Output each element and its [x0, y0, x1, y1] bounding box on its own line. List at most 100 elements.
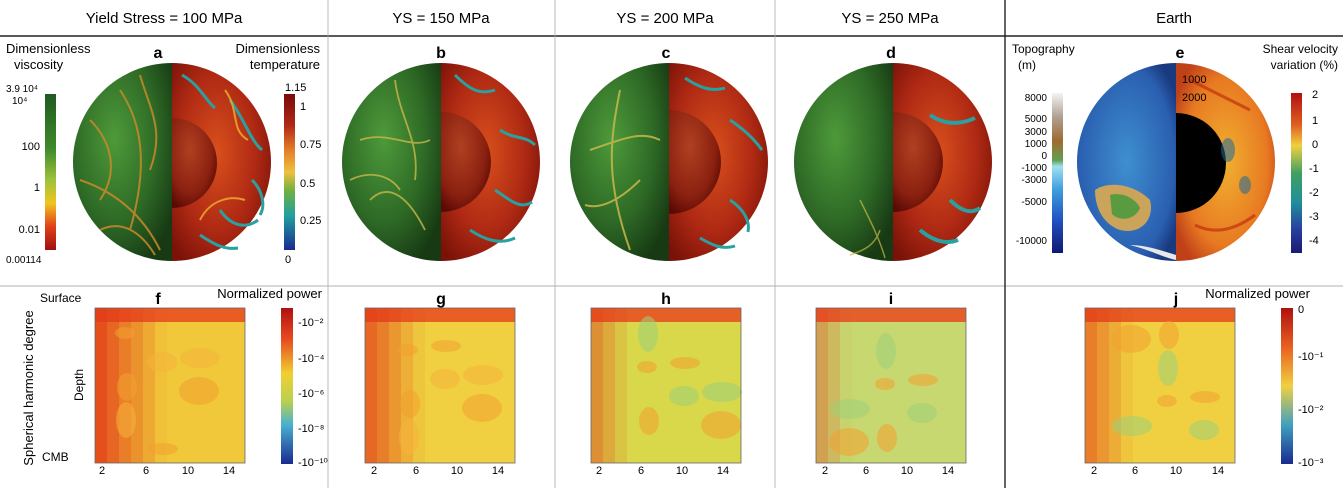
sphere-c [570, 63, 768, 261]
viscosity-title-2: viscosity [14, 57, 64, 72]
topo-tick-3: 3000 [1025, 127, 1048, 138]
temperature-colorbar [284, 94, 295, 250]
shear-tick-4: -1 [1309, 163, 1319, 175]
spectrum-contour-blob [639, 407, 659, 435]
power-colorbar-earth [1281, 308, 1293, 464]
spectrum-contour-blob [1112, 416, 1152, 436]
sphere-b [342, 63, 540, 261]
spectrum-panel-f [94, 307, 246, 464]
topo-tick-1: 8000 [1025, 93, 1048, 104]
spectrum-contour-blob [637, 361, 657, 373]
visc-tick-6: 0.00114 [6, 255, 42, 266]
shear-title-2: variation (%) [1271, 58, 1338, 72]
topography-title-1: Topography [1012, 42, 1075, 56]
spectrum-low-degree-column [389, 308, 401, 463]
spectrum-contour-blob [147, 352, 177, 372]
temp-tick-4: 0.5 [300, 178, 315, 190]
power-tick-5: -10⁻¹⁰ [298, 457, 328, 469]
spectrum-contour-blob [179, 377, 219, 405]
header-ys150: YS = 150 MPa [392, 10, 490, 27]
spectrum-low-degree-column [365, 308, 377, 463]
xtick-j-4: 14 [1212, 465, 1224, 477]
spectrum-surface-band [95, 308, 245, 322]
spectrum-low-degree-column [107, 308, 119, 463]
shear-tick-5: -2 [1309, 187, 1319, 199]
temp-tick-6: 0 [285, 254, 291, 266]
power-title-earth: Normalized power [1205, 286, 1310, 301]
spectrum-contour-blob [829, 428, 869, 456]
xtick-h-1: 2 [596, 465, 602, 477]
visc-tick-3: 100 [22, 141, 40, 153]
panel-letter-i: i [889, 291, 893, 308]
spectrum-low-degree-column [816, 308, 828, 463]
xtick-i-2: 6 [863, 465, 869, 477]
spectrum-contour-blob [462, 394, 502, 422]
spectrum-contour-blob [431, 340, 461, 352]
spectrum-contour-blob [877, 424, 897, 452]
shear-tick-1: 2 [1312, 89, 1318, 101]
spectrum-contour-blob [1190, 391, 1220, 403]
power-tick-3: -10⁻⁶ [298, 388, 324, 400]
header-ys100: Yield Stress = 100 MPa [86, 10, 243, 27]
spectrum-panel-j [1084, 307, 1236, 464]
temp-tick-1: 1.15 [285, 82, 306, 94]
xtick-f-2: 6 [143, 465, 149, 477]
power-tick-4: -10⁻⁸ [298, 423, 324, 435]
shear-colorbar [1291, 93, 1302, 253]
topo-tick-5: 0 [1041, 151, 1047, 162]
spectrum-surface-band [365, 308, 515, 322]
spectrum-panel-g [364, 307, 516, 464]
xtick-f-3: 10 [182, 465, 194, 477]
xtick-f-1: 2 [99, 465, 105, 477]
spectrum-contour-blob [670, 357, 700, 369]
spectrum-low-degree-column [143, 308, 155, 463]
spectrum-low-degree-column [603, 308, 615, 463]
visc-tick-5: 0.01 [19, 224, 40, 236]
spectrum-frame [1084, 307, 1236, 464]
xtick-h-4: 14 [717, 465, 729, 477]
panel-letter-a: a [154, 45, 163, 62]
viscosity-title-1: Dimensionless [6, 41, 91, 56]
spectrum-contour-blob [1111, 325, 1151, 353]
spectrum-contour-blob [702, 382, 742, 402]
power-title-sim: Normalized power [217, 286, 322, 301]
xtick-g-2: 6 [413, 465, 419, 477]
sphere-a [73, 63, 271, 261]
xaxis-title-rotated: Spherical harmonic degree [21, 310, 36, 465]
sphere-earth [1077, 63, 1275, 261]
temp-tick-2: 1 [300, 101, 306, 113]
spectrum-contour-blob [908, 374, 938, 386]
spectrum-surface-band [591, 308, 741, 322]
power-colorbar-sim [281, 308, 293, 464]
topo-tick-9: -10000 [1016, 236, 1048, 247]
temp-tick-3: 0.75 [300, 139, 321, 151]
spectrum-contour-blob [1159, 321, 1179, 349]
spectrum-contour-blob [701, 411, 741, 439]
visc-tick-4: 1 [34, 182, 40, 194]
panel-letter-d: d [886, 45, 896, 62]
spectrum-low-degree-column [1085, 308, 1097, 463]
spectrum-low-degree-column [615, 308, 627, 463]
spectrum-low-degree-column [155, 308, 167, 463]
panel-letter-b: b [436, 45, 446, 62]
yaxis-depth: Depth [72, 369, 86, 401]
panel-letter-j: j [1173, 291, 1178, 308]
xtick-j-3: 10 [1170, 465, 1182, 477]
shear-tick-7: -4 [1309, 235, 1319, 247]
panel-letter-c: c [662, 45, 671, 62]
spectrum-contour-blob [400, 390, 420, 418]
spectrum-contour-blob [669, 386, 699, 406]
spectrum-surface-band [816, 308, 966, 322]
power-tick-1: -10⁻² [298, 317, 324, 329]
spectrum-frame [94, 307, 246, 464]
spectrum-contour-blob [148, 443, 178, 455]
power-earth-tick-1: 0 [1298, 304, 1304, 316]
earth-depth-1000: 1000 [1182, 74, 1206, 86]
topography-colorbar [1052, 93, 1063, 253]
spectrum-contour-blob [907, 403, 937, 423]
temperature-title-1: Dimensionless [235, 41, 320, 56]
power-tick-2: -10⁻⁴ [298, 353, 325, 365]
shear-tick-6: -3 [1309, 211, 1319, 223]
header-ys250: YS = 250 MPa [841, 10, 939, 27]
